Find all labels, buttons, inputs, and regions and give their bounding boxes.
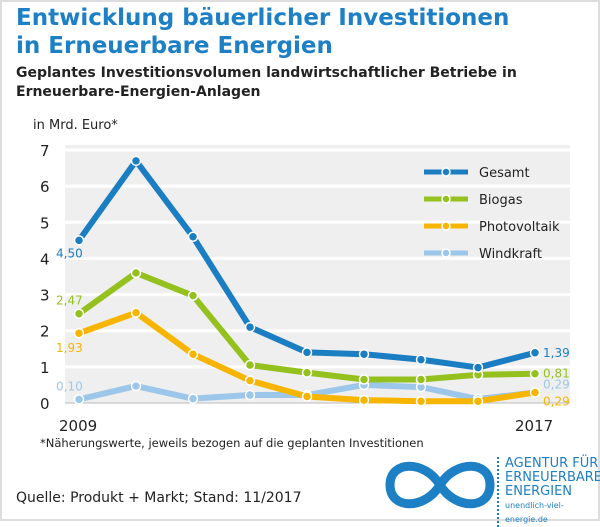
start-value-label: 0,10 <box>56 379 83 393</box>
footnote: *Näherungswerte, jeweils bezogen auf die… <box>40 436 424 450</box>
data-point <box>244 375 256 386</box>
data-point <box>73 327 85 339</box>
end-value-label: 0,29 <box>543 395 570 409</box>
data-point <box>301 367 313 378</box>
legend-marker <box>441 194 451 204</box>
data-point <box>73 235 85 246</box>
plot-background <box>65 145 570 403</box>
x-tick-label: 2009 <box>59 417 97 435</box>
data-point <box>358 394 370 406</box>
y-tick-label: 4 <box>40 250 50 268</box>
legend-label: Photovoltaik <box>479 220 560 235</box>
logo-text: AGENTUR FÜR ERNEUERBARE ENERGIEN unendlich-… <box>497 457 600 527</box>
line-chart: 0 1 2 3 4 5 6 7 2009 2017 4,50 1,39 Gesamt 2,47 0,81 Bi… <box>40 142 570 435</box>
start-value-label: 4,50 <box>56 246 83 260</box>
data-point <box>187 348 199 360</box>
legend-label: Gesamt <box>479 166 530 181</box>
logo: AGENTUR FÜR ERNEUERBARE ENERGIEN unendlich-… <box>385 455 600 527</box>
x-tick-label: 2017 <box>515 417 553 435</box>
end-value-label: 0,81 <box>543 367 570 381</box>
legend-marker <box>441 248 451 258</box>
y-tick-label: 2 <box>40 323 50 341</box>
data-point <box>472 395 484 407</box>
page-title: Entwicklung bäuerlicher Investitionen in … <box>16 5 510 59</box>
data-point <box>130 380 142 392</box>
data-point <box>301 391 313 402</box>
subtitle: Geplantes Investitionsvolumen landwirtsc… <box>16 65 517 100</box>
legend-marker <box>441 221 451 231</box>
data-point <box>73 394 85 405</box>
data-point <box>73 308 85 319</box>
y-tick-label: 3 <box>40 287 50 305</box>
data-point <box>358 374 370 385</box>
data-point <box>529 368 541 379</box>
y-axis-label: in Mrd. Euro* <box>33 118 118 133</box>
legend-label: Biogas <box>479 193 523 208</box>
data-point <box>244 321 256 333</box>
infinity-logo-icon <box>385 461 495 509</box>
y-tick-label: 0 <box>40 395 50 413</box>
data-point <box>130 155 142 167</box>
data-point <box>244 359 256 371</box>
start-value-label: 2,47 <box>56 294 83 308</box>
data-point <box>358 348 370 360</box>
data-point <box>529 347 541 359</box>
legend-marker <box>441 167 451 177</box>
end-value-label: 1,39 <box>543 346 570 360</box>
data-point <box>244 389 256 401</box>
data-point <box>301 347 313 358</box>
data-point <box>472 362 484 373</box>
start-value-label: 1,93 <box>56 341 83 355</box>
data-point <box>130 307 142 318</box>
source: Quelle: Produkt + Markt; Stand: 11/2017 <box>16 490 302 506</box>
data-point <box>529 387 541 398</box>
data-point <box>130 267 142 279</box>
y-tick-label: 5 <box>40 214 50 232</box>
y-tick-label: 6 <box>40 178 50 196</box>
legend-label: Windkraft <box>479 247 542 262</box>
data-point <box>187 393 199 404</box>
y-tick-label: 7 <box>40 142 50 160</box>
data-point <box>187 290 199 301</box>
data-point <box>187 231 199 242</box>
data-point <box>415 374 427 385</box>
data-point <box>415 354 427 365</box>
end-value-label: 0,29 <box>543 378 570 392</box>
y-tick-label: 1 <box>40 359 50 377</box>
data-point <box>415 395 427 407</box>
